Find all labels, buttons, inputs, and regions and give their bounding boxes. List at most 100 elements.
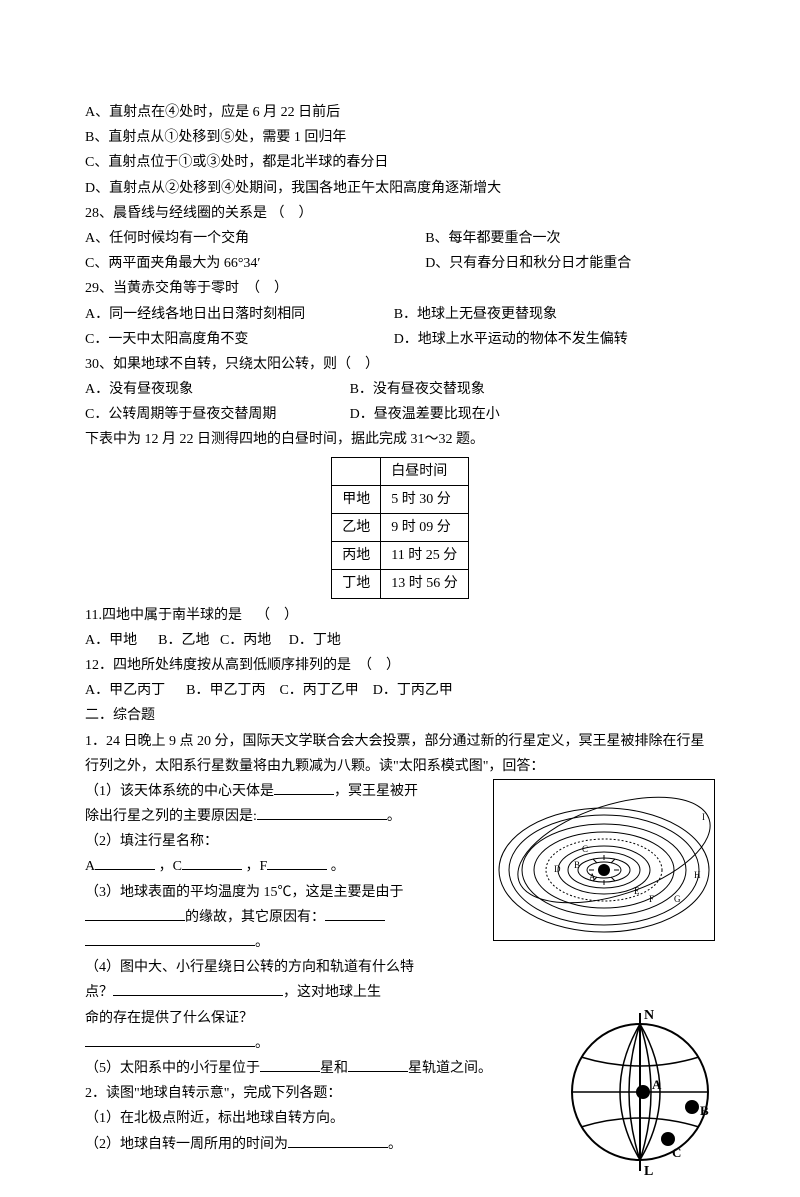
- p1-s3c: 。: [255, 935, 269, 950]
- cell: 甲地: [332, 485, 381, 513]
- q30-opt-d: D．昼夜温差要比现在小: [350, 402, 500, 427]
- q29-row1: A．同一经线各地日出日落时刻相同 B．地球上无昼夜更替现象: [85, 302, 715, 327]
- q30-row1: A．没有昼夜现象 B．没有昼夜交替现象: [85, 377, 715, 402]
- p1-s2-f: ，F: [245, 859, 267, 874]
- p1-s2-opts: A ，C ，F 。: [85, 854, 485, 879]
- page: A、直射点在④处时，应是 6 月 22 日前后 B、直射点从①处移到⑤处，需要 …: [0, 0, 800, 1197]
- cell: 丁地: [332, 570, 381, 598]
- p1-s4e: 。: [255, 1036, 269, 1051]
- q28-opt-b: B、每年都要重合一次: [425, 226, 560, 251]
- earth-svg: A B C N L: [560, 1007, 720, 1177]
- svg-text:B: B: [700, 1103, 709, 1118]
- svg-text:E: E: [634, 886, 640, 896]
- q28-stem: 28、晨昏线与经线圈的关系是 （ ）: [85, 201, 715, 226]
- svg-text:G: G: [674, 894, 681, 904]
- p1-s1-line2: 除出行星之列的主要原因是: 。: [85, 804, 485, 829]
- svg-text:N: N: [644, 1008, 654, 1023]
- q29-stem: 29、当黄赤交角等于零时 （ ）: [85, 276, 715, 301]
- p1-s1a: （1）该天体系统的中心天体是: [85, 784, 274, 799]
- p1-s2-end: 。: [331, 859, 345, 874]
- table-row: 乙地9 时 09 分: [332, 514, 469, 542]
- svg-text:A: A: [589, 872, 596, 882]
- solar-svg: A B C D E F G H I: [494, 780, 714, 940]
- p1-intro: 1．24 日晚上 9 点 20 分，国际天文学联合会大会投票，部分通过新的行星定…: [85, 729, 715, 779]
- cell: 13 时 56 分: [381, 570, 469, 598]
- p1-s3-line2: 的缘故，其它原因有：: [85, 905, 485, 930]
- cell: 5 时 30 分: [381, 485, 469, 513]
- blank: [274, 780, 334, 795]
- svg-text:C: C: [582, 844, 588, 854]
- p1-s4c: ，这对地球上生: [283, 985, 381, 1000]
- q29-opt-b: B．地球上无昼夜更替现象: [394, 302, 557, 327]
- q27-opt-d: D、直射点从②处移到④处期间，我国各地正午太阳高度角逐渐增大: [85, 176, 715, 201]
- q30-opt-a: A．没有昼夜现象: [85, 377, 350, 402]
- svg-text:A: A: [652, 1077, 662, 1092]
- p1-body-row: （1）该天体系统的中心天体是，冥王星被开 除出行星之列的主要原因是: 。 （2）填…: [85, 779, 715, 1031]
- p1-s2-a: A: [85, 859, 95, 874]
- q28-opt-c: C、两平面夹角最大为 66°34′: [85, 251, 425, 276]
- cell: 乙地: [332, 514, 381, 542]
- blank: [260, 1057, 320, 1072]
- q28-row1: A、任何时候均有一个交角 B、每年都要重合一次: [85, 226, 715, 251]
- q27-opt-c: C、直射点位于①或③处时，都是北半球的春分日: [85, 150, 715, 175]
- q11-stem: 11.四地中属于南半球的是 （ ）: [85, 603, 715, 628]
- svg-text:H: H: [694, 870, 701, 880]
- blank: [85, 1032, 255, 1047]
- q30-opt-b: B．没有昼夜交替现象: [350, 377, 485, 402]
- svg-text:C: C: [672, 1145, 681, 1160]
- th-blank: [332, 457, 381, 485]
- blank: [325, 906, 385, 921]
- earth-rotation-figure: A B C N L: [560, 1007, 720, 1177]
- blank: [85, 906, 185, 921]
- p1-s5a: （5）太阳系中的小行星位于: [85, 1061, 260, 1076]
- p1-text-col: （1）该天体系统的中心天体是，冥王星被开 除出行星之列的主要原因是: 。 （2）填…: [85, 779, 485, 1031]
- p1-s5c: 星轨道之间。: [408, 1061, 492, 1076]
- q27-opt-b: B、直射点从①处移到⑤处，需要 1 回归年: [85, 125, 715, 150]
- q12-stem: 12．四地所处纬度按从高到低顺序排列的是 （ ）: [85, 653, 715, 678]
- cell: 9 时 09 分: [381, 514, 469, 542]
- section-2-heading: 二．综合题: [85, 703, 715, 728]
- q30-row2: C．公转周期等于昼夜交替周期 D．昼夜温差要比现在小: [85, 402, 715, 427]
- svg-text:L: L: [644, 1164, 653, 1177]
- solar-system-figure: A B C D E F G H I: [493, 779, 715, 941]
- p2-s2b: 。: [388, 1137, 402, 1152]
- blank: [267, 855, 327, 870]
- blank: [182, 855, 242, 870]
- svg-text:D: D: [554, 864, 561, 874]
- p1-s4b: 点？: [85, 985, 113, 1000]
- q30-stem: 30、如果地球不自转，只绕太阳公转，则（ ）: [85, 352, 715, 377]
- p1-s1c: 除出行星之列的主要原因是:: [85, 809, 257, 824]
- q12-opts: A．甲乙丙丁 B．甲乙丁丙 C．丙丁乙甲 D．丁丙乙甲: [85, 678, 715, 703]
- svg-text:I: I: [702, 812, 705, 822]
- table-row: 丙地11 时 25 分: [332, 542, 469, 570]
- blank: [95, 855, 155, 870]
- p1-s1-line1: （1）该天体系统的中心天体是，冥王星被开: [85, 779, 485, 804]
- cell: 丙地: [332, 542, 381, 570]
- q28-row2: C、两平面夹角最大为 66°34′ D、只有春分日和秋分日才能重合: [85, 251, 715, 276]
- q11-opts: A．甲地 B．乙地 C．丙地 D．丁地: [85, 628, 715, 653]
- blank: [113, 981, 283, 996]
- cell: 11 时 25 分: [381, 542, 469, 570]
- svg-text:B: B: [574, 860, 580, 870]
- blank: [85, 931, 255, 946]
- blank: [348, 1057, 408, 1072]
- q30-opt-c: C．公转周期等于昼夜交替周期: [85, 402, 350, 427]
- blank: [257, 805, 387, 820]
- svg-text:F: F: [649, 894, 654, 904]
- p1-s1d: 。: [387, 809, 401, 824]
- p1-s2-c: ，C: [159, 859, 182, 874]
- q29-opt-c: C．一天中太阳高度角不变: [85, 327, 394, 352]
- p1-s5b: 星和: [320, 1061, 348, 1076]
- p1-s3-line3: 。: [85, 930, 485, 955]
- table-row: 丁地13 时 56 分: [332, 570, 469, 598]
- p1-s4-line2: 点？ ，这对地球上生: [85, 980, 485, 1005]
- q28-opt-d: D、只有春分日和秋分日才能重合: [425, 251, 631, 276]
- table-header-row: 白昼时间: [332, 457, 469, 485]
- th-time: 白昼时间: [381, 457, 469, 485]
- p1-s4d: 命的存在提供了什么保证？: [85, 1006, 485, 1031]
- p1-s3b: 的缘故，其它原因有：: [185, 910, 325, 925]
- p1-s3a: （3）地球表面的平均温度为 15℃，这是主要是由于: [85, 880, 485, 905]
- blank: [288, 1133, 388, 1148]
- p1-s2: （2）填注行星名称：: [85, 829, 485, 854]
- table-intro: 下表中为 12 月 22 日测得四地的白昼时间，据此完成 31～32 题。: [85, 427, 715, 452]
